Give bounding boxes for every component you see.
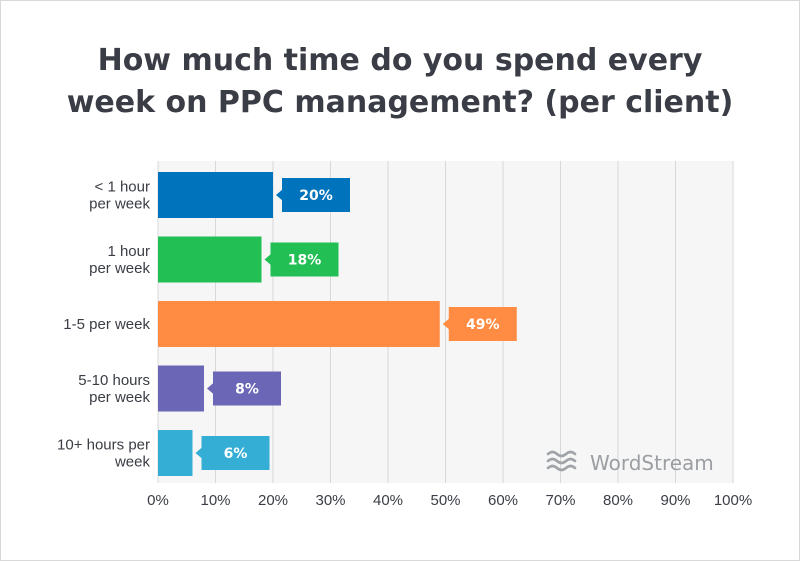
value-label: 49% [466,317,500,333]
category-label: 10+ hours per [57,437,150,454]
category-label: per week [89,196,150,213]
value-callout-pointer [264,253,272,266]
x-tick-label: 10% [200,492,230,509]
value-label: 6% [224,446,248,462]
category-label: < 1 hour [95,179,150,196]
x-tick-label: 90% [660,492,690,509]
x-tick-label: 80% [603,492,633,509]
value-callout-pointer [195,447,203,459]
x-tick-labels: 0% 10% 20% 30% 40% 50% 60% 70% 80% 90% 100% [147,492,752,509]
wordstream-wave-icon [546,450,577,472]
x-tick-label: 50% [430,492,460,509]
chart-title-line-1: How much time do you spend every [97,43,703,78]
category-label: 1 hour [107,243,150,260]
category-label: per week [89,260,150,277]
value-callout-pointer [442,318,450,330]
x-tick-label: 20% [258,492,288,509]
x-tick-label: 70% [545,492,575,509]
wordstream-wordmark: WordStream [590,451,714,475]
chart-title: How much time do you spend every week on… [0,40,800,124]
bar [158,301,440,347]
x-tick-label: 30% [315,492,345,509]
bar [158,172,273,218]
x-tick-label: 40% [373,492,403,509]
bar [158,236,262,283]
value-label: 20% [299,188,333,204]
x-tick-label: 60% [488,492,518,509]
value-callout-pointer [276,189,283,201]
value-label: 8% [235,382,259,398]
value-callout [270,242,339,277]
category-label: 5-10 hours [78,372,150,389]
x-tick-label: 100% [714,492,752,509]
category-label: 1-5 per week [63,316,150,333]
value-callout [448,307,517,341]
bar [158,365,204,412]
x-tick-label: 0% [147,492,169,509]
wordstream-logo: WordStream [546,450,714,475]
bars: 20% 18% 49% 8% 6% [158,172,517,476]
value-label: 18% [288,253,322,269]
bar [158,430,193,476]
chart-title-line-2: week on PPC management? (per client) [66,85,734,120]
value-callout-pointer [207,382,214,395]
category-label: per week [89,389,150,406]
value-callout [201,436,270,470]
category-label: week [114,454,151,471]
value-callout [282,178,350,212]
value-callout [213,371,281,406]
